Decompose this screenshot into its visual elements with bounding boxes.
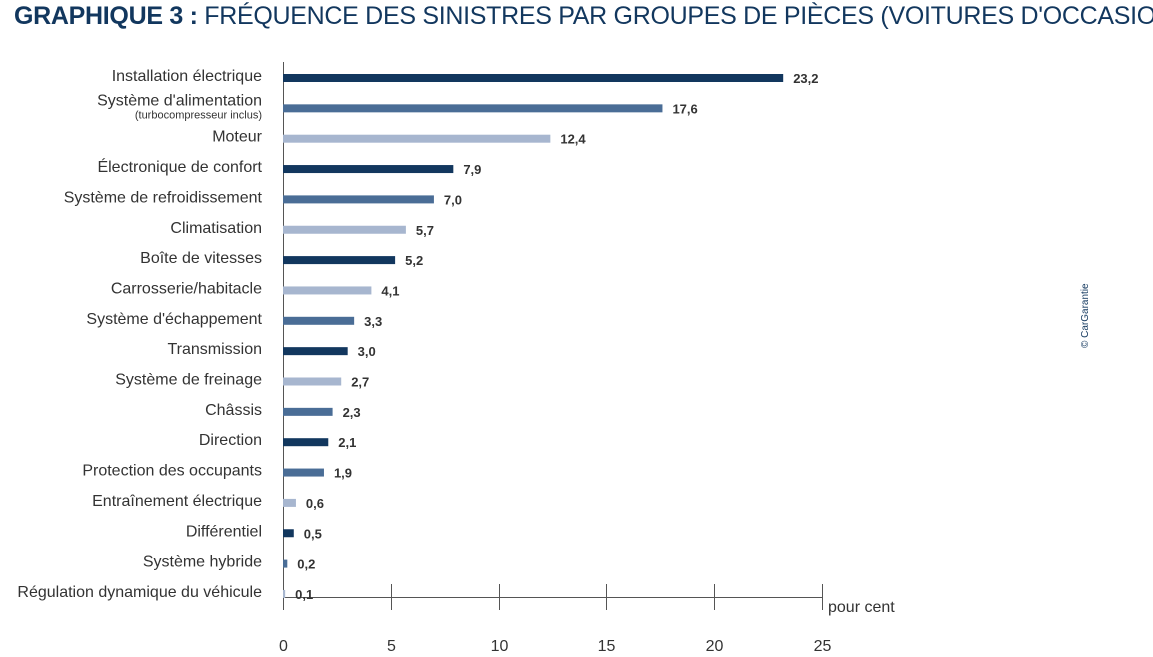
bar (283, 559, 288, 568)
category-label: Différentiel (186, 523, 262, 540)
bar (283, 74, 784, 82)
bar (283, 589, 286, 598)
value-label: 0,6 (306, 496, 324, 511)
bar (283, 195, 434, 204)
value-label: 12,4 (560, 132, 586, 147)
bar (283, 165, 454, 174)
bar (283, 407, 333, 416)
category-label: Châssis (205, 402, 262, 419)
category-label: Régulation dynamique du véhicule (17, 584, 262, 601)
category-label: Direction (199, 432, 262, 449)
value-label: 2,7 (351, 375, 369, 390)
category-label: Climatisation (170, 220, 262, 237)
category-label: Système d'alimentation (97, 92, 262, 109)
x-tick-label: 25 (814, 638, 832, 655)
value-label: 0,5 (304, 526, 322, 541)
bar (283, 225, 406, 234)
value-label: 4,1 (381, 283, 399, 298)
x-tick-label: 0 (279, 638, 288, 655)
bar (283, 256, 396, 265)
category-label: Entraînement électrique (92, 493, 262, 510)
bar (283, 468, 324, 477)
value-label: 3,0 (358, 344, 376, 359)
value-label: 1,9 (334, 466, 352, 481)
value-label: 3,3 (364, 314, 382, 329)
bar (283, 104, 663, 113)
category-label: Système de refroidissement (64, 189, 263, 206)
bar (283, 377, 342, 386)
bar (283, 134, 551, 143)
x-tick-label: 10 (491, 638, 509, 655)
chart-title: GRAPHIQUE 3 : FRÉQUENCE DES SINISTRES PA… (14, 0, 1153, 32)
value-label: 2,1 (338, 435, 356, 450)
category-label: Boîte de vitesses (140, 250, 262, 267)
category-label: Moteur (212, 129, 262, 146)
category-label: Électronique de confort (97, 157, 262, 176)
credit-text: © CarGarantie (1080, 283, 1091, 348)
category-label: Installation électrique (112, 68, 262, 85)
x-tick-label: 20 (706, 638, 724, 655)
bar (283, 286, 372, 295)
value-label: 5,2 (405, 253, 423, 268)
bar (283, 438, 329, 447)
category-label: Carrosserie/habitacle (111, 280, 262, 297)
value-label: 0,2 (297, 557, 315, 572)
x-axis-unit-label: pour cent (828, 599, 895, 616)
value-label: 17,6 (672, 101, 697, 116)
category-label: Système hybride (143, 554, 262, 571)
bar (283, 498, 296, 507)
category-sublabel: (turbocompresseur inclus) (135, 109, 262, 121)
chart-title-lead: GRAPHIQUE 3 : (14, 2, 198, 30)
category-label: Protection des occupants (82, 463, 262, 480)
chart-title-text: FRÉQUENCE DES SINISTRES PAR GROUPES DE P… (204, 2, 1153, 30)
value-label: 23,2 (793, 71, 818, 86)
category-label: Transmission (167, 341, 262, 358)
x-tick-label: 15 (598, 638, 616, 655)
category-label: Système d'échappement (86, 311, 262, 328)
value-label: 7,9 (463, 162, 481, 177)
value-label: 2,3 (343, 405, 361, 420)
value-label: 0,1 (295, 587, 313, 602)
value-label: 5,7 (416, 223, 434, 238)
bar (283, 347, 348, 356)
bar (283, 529, 294, 538)
category-label: Système de freinage (115, 372, 262, 389)
bar (283, 316, 355, 325)
x-tick-label: 5 (387, 638, 396, 655)
value-label: 7,0 (444, 192, 462, 207)
